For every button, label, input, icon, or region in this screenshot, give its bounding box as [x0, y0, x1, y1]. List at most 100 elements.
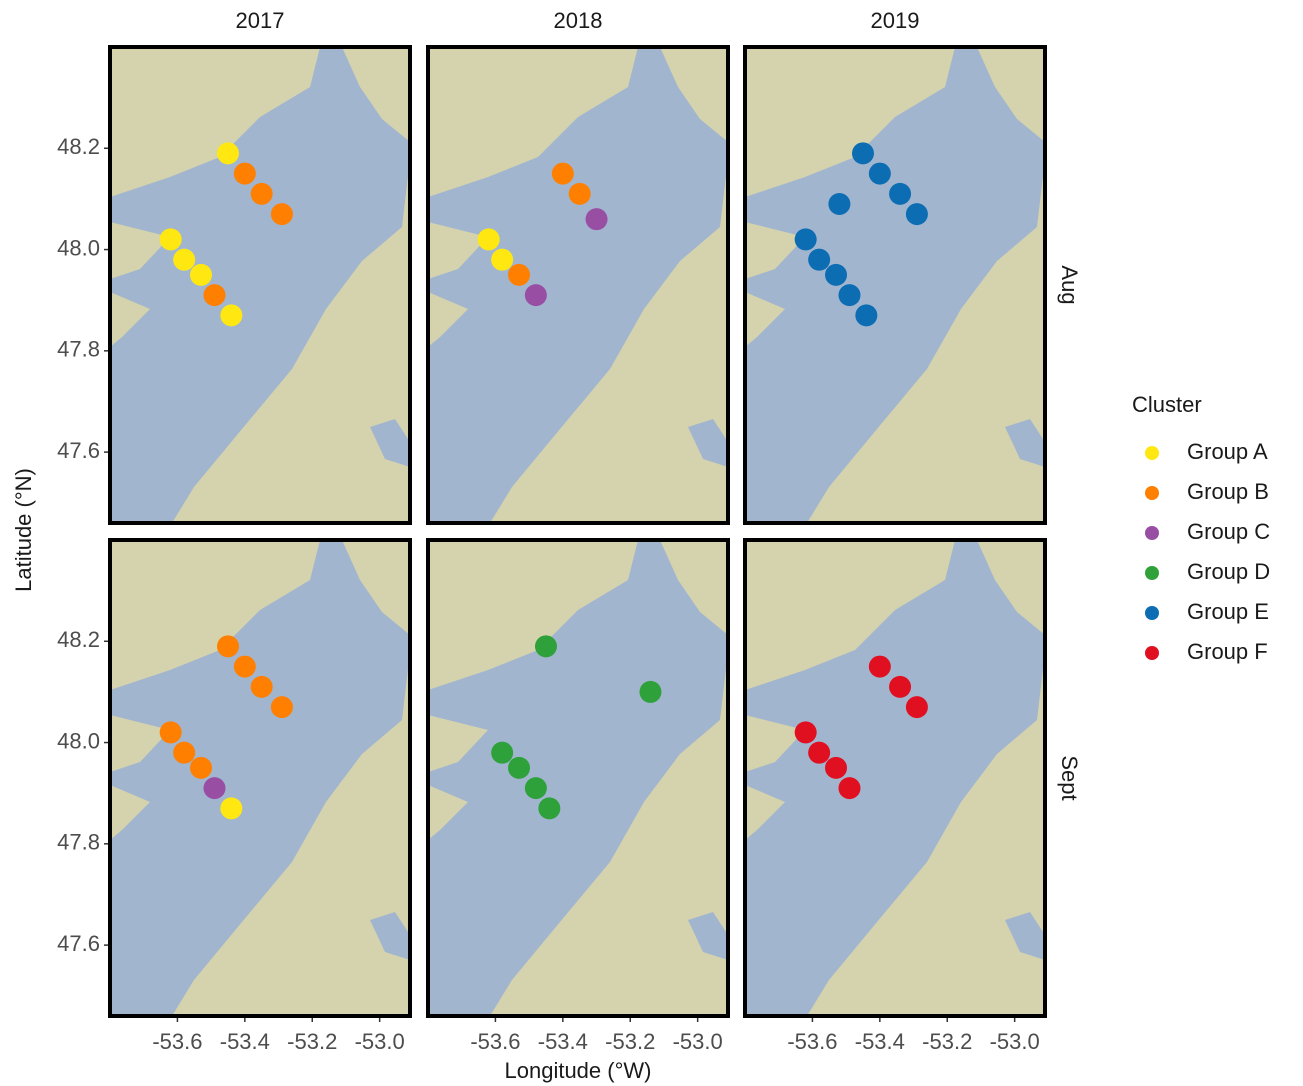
basemap — [110, 47, 410, 523]
point — [217, 635, 239, 657]
point — [160, 721, 182, 743]
row-strip-label: Aug — [1057, 265, 1082, 304]
x-tick-label: -53.0 — [673, 1029, 723, 1054]
legend-marker — [1145, 646, 1159, 660]
point — [234, 656, 256, 678]
legend-label: Group B — [1187, 479, 1269, 504]
point — [220, 304, 242, 326]
x-tick-label: -53.6 — [152, 1029, 202, 1054]
basemap — [745, 47, 1045, 523]
point — [852, 142, 874, 164]
point — [869, 163, 891, 185]
legend-marker — [1145, 486, 1159, 500]
panel — [110, 540, 410, 1016]
panel-area — [110, 47, 410, 523]
point — [251, 183, 273, 205]
point — [906, 696, 928, 718]
point — [795, 721, 817, 743]
point — [889, 676, 911, 698]
legend-marker — [1145, 566, 1159, 580]
chart: Longitude (°W) Latitude (°N) Cluster 201… — [0, 0, 1303, 1086]
legend-label: Group F — [1187, 639, 1268, 664]
point — [478, 228, 500, 250]
legend-label: Group D — [1187, 559, 1270, 584]
point — [203, 284, 225, 306]
panel — [428, 540, 728, 1016]
point — [808, 742, 830, 764]
point — [906, 203, 928, 225]
basemap — [428, 540, 728, 1016]
point — [234, 163, 256, 185]
legend-label: Group E — [1187, 599, 1269, 624]
panel — [745, 540, 1045, 1016]
point — [525, 284, 547, 306]
panel-area — [745, 47, 1045, 523]
column-strip-label: 2018 — [554, 8, 603, 33]
point — [160, 228, 182, 250]
point — [220, 797, 242, 819]
basemap — [745, 540, 1045, 1016]
point — [173, 742, 195, 764]
point — [828, 193, 850, 215]
point — [535, 635, 557, 657]
x-tick-label: -53.2 — [605, 1029, 655, 1054]
point — [825, 264, 847, 286]
basemap — [428, 47, 728, 523]
point — [190, 264, 212, 286]
point — [203, 777, 225, 799]
x-tick-label: -53.6 — [787, 1029, 837, 1054]
y-tick-label: 48.0 — [57, 728, 100, 753]
x-tick-label: -53.4 — [220, 1029, 270, 1054]
panel — [428, 47, 728, 523]
y-tick-label: 48.0 — [57, 235, 100, 260]
panel — [110, 47, 410, 523]
point — [889, 183, 911, 205]
x-tick-label: -53.4 — [538, 1029, 588, 1054]
point — [569, 183, 591, 205]
panel-area — [110, 540, 410, 1016]
column-strip-label: 2019 — [871, 8, 920, 33]
point — [808, 249, 830, 271]
point — [825, 757, 847, 779]
x-axis-title: Longitude (°W) — [505, 1058, 652, 1083]
point — [271, 203, 293, 225]
point — [552, 163, 574, 185]
point — [869, 656, 891, 678]
point — [538, 797, 560, 819]
point — [639, 681, 661, 703]
point — [838, 777, 860, 799]
legend-label: Group C — [1187, 519, 1270, 544]
legend-marker — [1145, 606, 1159, 620]
panel-area — [745, 540, 1045, 1016]
y-tick-label: 47.8 — [57, 337, 100, 362]
row-strip-label: Sept — [1057, 755, 1082, 800]
point — [795, 228, 817, 250]
x-tick-label: -53.2 — [922, 1029, 972, 1054]
basemap — [110, 540, 410, 1016]
point — [251, 676, 273, 698]
legend-label: Group A — [1187, 439, 1268, 464]
point — [271, 696, 293, 718]
point — [586, 208, 608, 230]
point — [508, 264, 530, 286]
x-tick-label: -53.4 — [855, 1029, 905, 1054]
panel-area — [428, 47, 728, 523]
legend-marker — [1145, 446, 1159, 460]
point — [508, 757, 530, 779]
point — [838, 284, 860, 306]
y-tick-label: 47.6 — [57, 931, 100, 956]
point — [190, 757, 212, 779]
column-strip-label: 2017 — [236, 8, 285, 33]
y-tick-label: 47.6 — [57, 438, 100, 463]
legend-title: Cluster — [1132, 392, 1202, 417]
y-tick-label: 48.2 — [57, 627, 100, 652]
y-tick-label: 48.2 — [57, 134, 100, 159]
y-axis-title: Latitude (°N) — [11, 468, 36, 592]
point — [173, 249, 195, 271]
point — [491, 742, 513, 764]
panel — [745, 47, 1045, 523]
point — [525, 777, 547, 799]
x-tick-label: -53.6 — [470, 1029, 520, 1054]
x-tick-label: -53.0 — [990, 1029, 1040, 1054]
point — [491, 249, 513, 271]
